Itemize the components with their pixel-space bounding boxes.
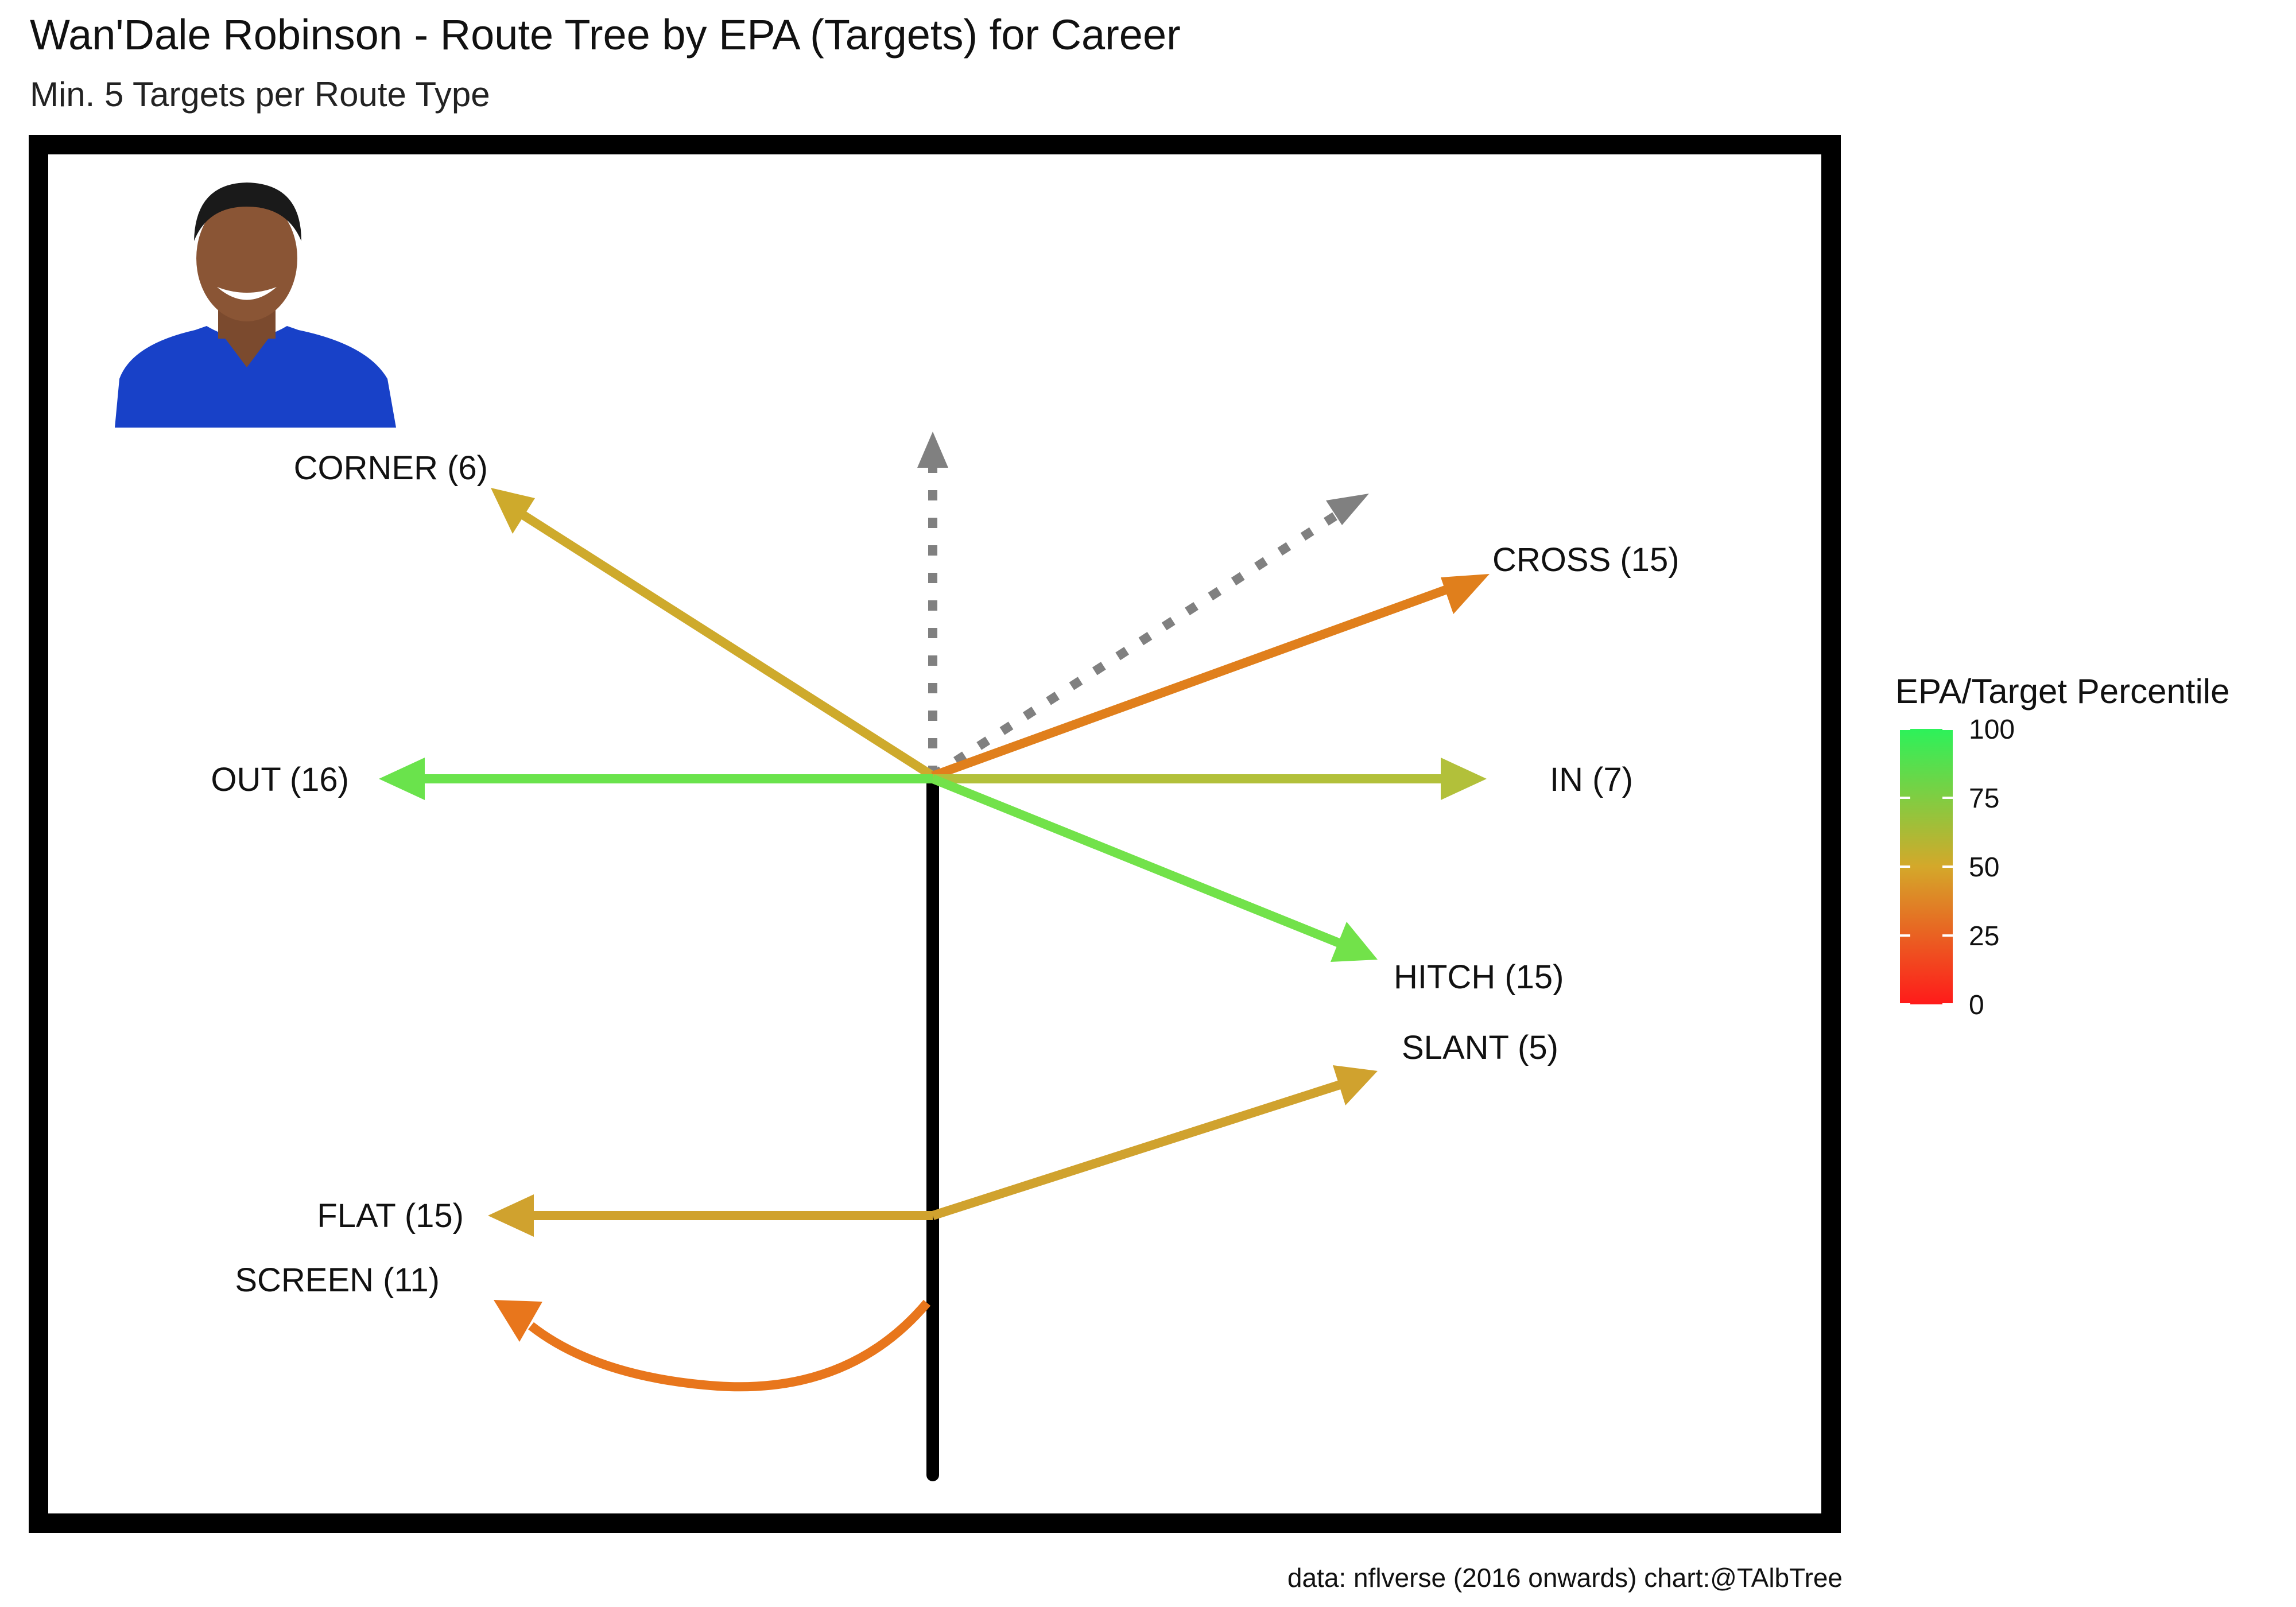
route-hitch-arrow: [1331, 922, 1378, 962]
legend-title: EPA/Target Percentile: [1895, 672, 2230, 711]
route-hitch-line: [931, 774, 1351, 952]
legend-tick-label-3: 75: [1969, 783, 1999, 814]
label-corner: CORNER (6): [294, 449, 488, 487]
route-screen: [494, 1299, 931, 1392]
route-cross-arrow: [1441, 574, 1490, 614]
label-slant: SLANT (5): [1402, 1029, 1558, 1066]
route-cross-line: [931, 581, 1460, 781]
legend-tick-label-2: 50: [1969, 852, 1999, 883]
chart-caption: data: nflverse (2016 onwards) chart:@TAl…: [1287, 1563, 1843, 1593]
legend-tick-label-0: 0: [1969, 990, 1984, 1020]
route-corner: [491, 488, 936, 780]
route-corner-arrow: [491, 488, 535, 534]
route-go: [917, 432, 948, 776]
legend-ticks: 0 25 50 75 100: [1900, 715, 2015, 1020]
route-out-arrow: [379, 758, 425, 800]
route-flat-arrow: [488, 1194, 534, 1237]
route-slant-arrow: [1333, 1065, 1378, 1105]
route-post: [930, 494, 1369, 780]
route-screen-arrow: [494, 1300, 542, 1342]
route-in-arrow: [1441, 758, 1487, 800]
route-cross: [931, 574, 1490, 781]
player-jersey: [115, 326, 396, 428]
label-flat: FLAT (15): [317, 1197, 464, 1235]
route-corner-line: [514, 507, 936, 780]
route-in: [933, 758, 1487, 800]
route-hitch: [931, 774, 1378, 962]
label-screen: SCREEN (11): [235, 1261, 440, 1299]
legend-tick-label-4: 100: [1969, 715, 2015, 745]
chart-subtitle: Min. 5 Targets per Route Type: [30, 75, 490, 114]
field-border: [29, 135, 1841, 1533]
legend-tick-label-1: 25: [1969, 921, 1999, 952]
label-out: OUT (16): [211, 761, 349, 798]
legend: EPA/Target Percentile 0 25 50 75 100: [1895, 672, 2230, 1020]
route-out: [379, 758, 933, 800]
label-cross: CROSS (15): [1492, 541, 1680, 579]
route-flat: [488, 1194, 933, 1237]
label-hitch: HITCH (15): [1394, 958, 1564, 996]
route-slant-line: [931, 1077, 1351, 1220]
route-screen-line: [528, 1299, 931, 1392]
chart-title: Wan'Dale Robinson - Route Tree by EPA (T…: [30, 11, 1181, 59]
route-slant: [931, 1065, 1378, 1220]
player-photo: [115, 183, 396, 428]
label-in: IN (7): [1550, 761, 1633, 798]
